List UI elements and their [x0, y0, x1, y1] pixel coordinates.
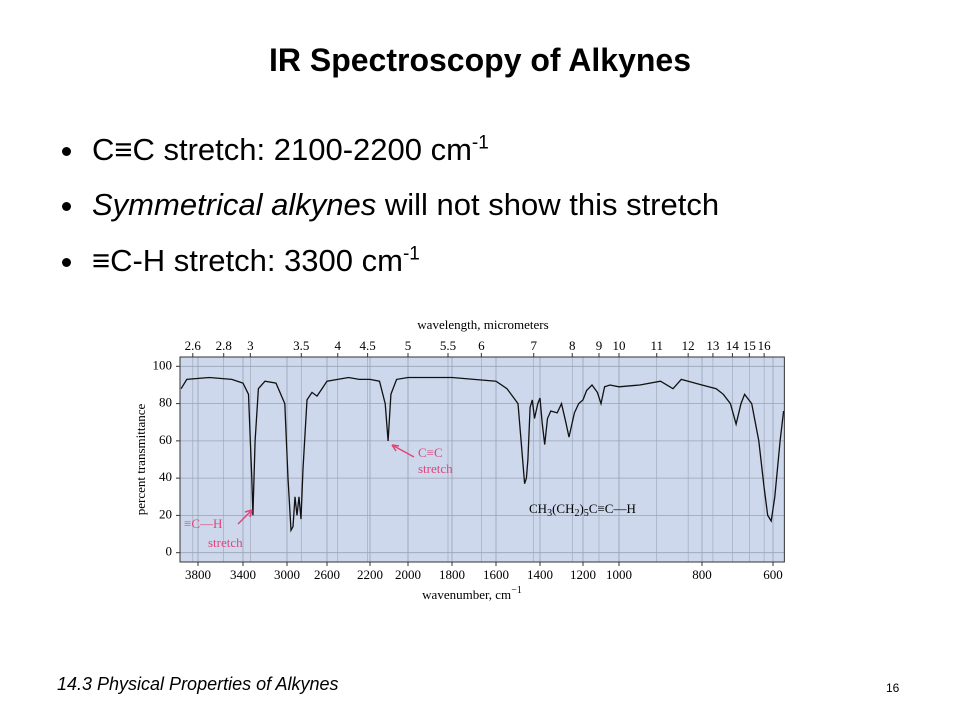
- bullet-text: will not show this stretch: [376, 187, 720, 222]
- x2-tick-label: 12: [682, 338, 695, 353]
- x2-tick-label: 8: [569, 338, 576, 353]
- x-tick-label: 3800: [185, 567, 211, 582]
- x-tick-label: 1800: [439, 567, 465, 582]
- x2-tick-label: 7: [530, 338, 537, 353]
- annotation: stretch: [418, 461, 453, 476]
- x2-tick-label: 14: [726, 338, 740, 353]
- y-tick-label: 100: [153, 357, 173, 372]
- x2-axis-label: wavelength, micrometers: [417, 317, 548, 332]
- annotation-arrow: [237, 509, 253, 525]
- x2-tick-label: 15: [743, 338, 756, 353]
- x2-tick-label: 6: [478, 338, 485, 353]
- footer: 14.3 Physical Properties of Alkynes: [57, 674, 339, 694]
- x2-tick-label: 3: [247, 338, 254, 353]
- x-tick-label: 1200: [570, 567, 596, 582]
- x-axis-label-text: wavenumber, cm: [422, 587, 511, 602]
- x2-tick-label: 11: [650, 338, 663, 353]
- y-tick-label: 20: [159, 506, 172, 521]
- formula-sub: 3: [547, 508, 552, 519]
- annotation-arrow: [391, 444, 415, 458]
- bullet-text: C≡C stretch: 2100-2200 cm: [92, 132, 472, 167]
- x-tick-label: 2600: [314, 567, 340, 582]
- x2-tick-label: 10: [613, 338, 626, 353]
- formula-sub: 2: [574, 508, 579, 519]
- x-tick-label: 3400: [230, 567, 256, 582]
- formula-sub: 5: [584, 508, 589, 519]
- bullet-text: ≡C-H stretch: 3300 cm: [92, 243, 403, 278]
- y-tick-label: 0: [166, 544, 173, 559]
- page-number: 16: [886, 681, 900, 695]
- x-axis-label-sup: −1: [511, 585, 522, 596]
- x2-tick-label: 2.8: [216, 338, 232, 353]
- plot-background: [180, 357, 785, 562]
- x2-tick-label: 13: [706, 338, 719, 353]
- bullet-dot: [62, 202, 71, 211]
- y-tick-label: 60: [159, 432, 172, 447]
- y-axis-label: percent transmittance: [133, 404, 148, 516]
- x-tick-label: 1400: [527, 567, 553, 582]
- bullet-italic: Symmetrical alkynes: [92, 187, 377, 222]
- x-axis-label: wavenumber, cm−1: [422, 585, 522, 602]
- x2-tick-label: 4.5: [359, 338, 375, 353]
- x2-tick-label: 5.5: [440, 338, 456, 353]
- x2-tick-label: 5: [405, 338, 412, 353]
- formula-text: C≡C—H: [589, 501, 636, 516]
- formula-text: ): [579, 501, 583, 516]
- x-tick-label: 800: [692, 567, 712, 582]
- plot-frame: [179, 356, 785, 563]
- superscript: -1: [471, 132, 489, 154]
- x-tick-label: 2000: [395, 567, 421, 582]
- bullet-dot: [62, 147, 71, 156]
- x-tick-label: 600: [763, 567, 783, 582]
- x-tick-label: 3000: [274, 567, 300, 582]
- x-tick-label: 2200: [357, 567, 383, 582]
- bullet: Symmetrical alkynes will not show this s…: [62, 187, 720, 223]
- x-tick-label: 1000: [606, 567, 632, 582]
- x2-tick-label: 4: [335, 338, 342, 353]
- bullet-dot: [62, 258, 71, 267]
- spectrum-line: [180, 376, 785, 533]
- x2-tick-label: 2.6: [185, 338, 202, 353]
- slide-title: IR Spectroscopy of Alkynes: [268, 42, 692, 78]
- formula-text: (CH: [552, 501, 574, 516]
- annotation: stretch: [208, 535, 243, 550]
- y-tick-label: 40: [159, 469, 172, 484]
- bullet: ≡C-H stretch: 3300 cm-1: [62, 243, 420, 279]
- x-tick-label: 1600: [483, 567, 509, 582]
- annotation: C≡C: [418, 445, 443, 460]
- annotation: ≡C—H: [184, 516, 222, 531]
- bullet: C≡C stretch: 2100-2200 cm-1: [62, 132, 489, 168]
- y-tick-label: 80: [159, 395, 172, 410]
- x2-tick-label: 9: [596, 338, 603, 353]
- x2-tick-label: 3.5: [293, 338, 309, 353]
- superscript: -1: [402, 243, 420, 265]
- x2-tick-label: 16: [758, 338, 772, 353]
- formula-text: CH: [529, 501, 547, 516]
- formula: CH3(CH2)5C≡C—H: [529, 501, 636, 519]
